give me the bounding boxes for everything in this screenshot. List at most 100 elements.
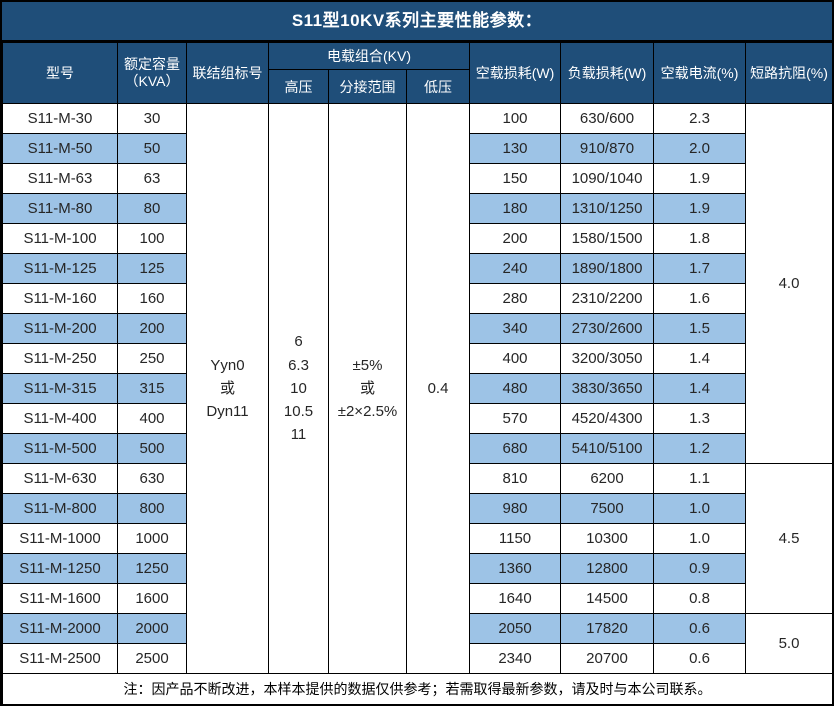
table-row: S11-M-315 315 480 3830/3650 1.4 <box>2 373 833 404</box>
no-load-loss-cell: 100 <box>469 103 562 134</box>
table-row: S11-M-2000 2000 2050 17820 0.6 5.0 <box>2 613 832 674</box>
load-loss-cell: 2730/2600 <box>560 313 655 344</box>
impedance-cell: 4.5 <box>745 463 832 614</box>
no-load-loss-cell: 810 <box>469 463 562 494</box>
capacity-cell: 30 <box>117 103 187 134</box>
capacity-cell: 2500 <box>117 643 187 674</box>
model-cell: S11-M-800 <box>2 493 118 524</box>
capacity-cell: 50 <box>117 133 187 164</box>
no-load-loss-cell: 1640 <box>469 583 562 614</box>
no-load-loss-cell: 340 <box>469 313 562 344</box>
model-cell: S11-M-500 <box>2 433 118 464</box>
no-load-loss-cell: 570 <box>469 403 562 434</box>
table-row: S11-M-1600 1600 1640 14500 0.8 <box>2 583 833 614</box>
model-cell: S11-M-400 <box>2 403 118 434</box>
col-header-no-load-current: 空载电流(%) <box>653 42 747 104</box>
lv-cell: 0.4 <box>405 103 471 674</box>
model-cell: S11-M-125 <box>2 253 118 284</box>
model-cell: S11-M-315 <box>2 373 118 404</box>
capacity-cell: 500 <box>117 433 187 464</box>
col-header-model: 型号 <box>2 42 118 104</box>
table-row: S11-M-125 125 240 1890/1800 1.7 <box>2 253 833 284</box>
model-cell: S11-M-2500 <box>2 643 118 674</box>
capacity-cell: 80 <box>117 193 187 224</box>
table-row: S11-M-1250 1250 1360 12800 0.9 <box>2 553 833 584</box>
table-row: S11-M-100 100 200 1580/1500 1.8 <box>2 223 833 254</box>
col-header-lv: 低压 <box>405 69 471 104</box>
no-load-loss-cell: 400 <box>469 343 562 374</box>
model-cell: S11-M-100 <box>2 223 118 254</box>
no-load-current-cell: 1.1 <box>653 463 747 494</box>
no-load-current-cell: 1.7 <box>653 253 747 284</box>
table-row: S11-M-500 500 680 5410/5100 1.2 <box>2 433 833 464</box>
load-loss-cell: 630/600 <box>560 103 655 134</box>
no-load-current-cell: 2.0 <box>653 133 747 164</box>
model-cell: S11-M-50 <box>2 133 118 164</box>
table-footer: 注：因产品不断改进，本样本提供的数据仅供参考；若需取得最新参数，请及时与本公司联… <box>2 673 832 704</box>
capacity-cell: 800 <box>117 493 187 524</box>
no-load-loss-cell: 680 <box>469 433 562 464</box>
no-load-current-cell: 0.8 <box>653 583 747 614</box>
no-load-current-cell: 1.0 <box>653 523 747 554</box>
no-load-current-cell: 1.4 <box>653 373 747 404</box>
load-loss-cell: 17820 <box>560 613 655 644</box>
model-cell: S11-M-250 <box>2 343 118 374</box>
col-header-tap-range: 分接范围 <box>328 69 407 104</box>
capacity-cell: 1250 <box>117 553 187 584</box>
no-load-current-cell: 1.6 <box>653 283 747 314</box>
no-load-loss-cell: 1150 <box>469 523 562 554</box>
load-loss-cell: 910/870 <box>560 133 655 164</box>
table-row: S11-M-630 630 810 6200 1.1 4.5 <box>2 463 832 614</box>
footer-row: 注：因产品不断改进，本样本提供的数据仅供参考；若需取得最新参数，请及时与本公司联… <box>2 673 832 704</box>
model-cell: S11-M-30 <box>2 103 118 134</box>
model-cell: S11-M-160 <box>2 283 118 314</box>
no-load-current-cell: 0.6 <box>653 643 747 674</box>
tap-range-cell: ±5% 或 ±2×2.5% <box>328 103 407 674</box>
header-row-main: 型号 额定容量 （KVA） 联结组标号 电载组合(KV) 空载损耗(W) 负载损… <box>2 42 832 104</box>
load-loss-cell: 14500 <box>560 583 655 614</box>
model-cell: S11-M-2000 <box>2 613 118 644</box>
no-load-loss-cell: 480 <box>469 373 562 404</box>
table-header: 型号 额定容量 （KVA） 联结组标号 电载组合(KV) 空载损耗(W) 负载损… <box>2 42 832 104</box>
capacity-cell: 315 <box>117 373 187 404</box>
model-cell: S11-M-1250 <box>2 553 118 584</box>
no-load-current-cell: 2.3 <box>653 103 747 134</box>
capacity-cell: 1000 <box>117 523 187 554</box>
load-loss-cell: 12800 <box>560 553 655 584</box>
model-cell: S11-M-63 <box>2 163 118 194</box>
table-row: S11-M-30 30 Yyn0 或 Dyn11 6 6.3 10 10.5 11 ±5… <box>2 103 832 674</box>
table-row: S11-M-2500 2500 2340 20700 0.6 <box>2 643 833 674</box>
table-body: S11-M-30 30 Yyn0 或 Dyn11 6 6.3 10 10.5 11 ±5… <box>2 103 833 674</box>
model-cell: S11-M-200 <box>2 313 118 344</box>
impedance-cell: 5.0 <box>745 613 832 674</box>
no-load-loss-cell: 1360 <box>469 553 562 584</box>
model-cell: S11-M-1000 <box>2 523 118 554</box>
load-loss-cell: 5410/5100 <box>560 433 655 464</box>
table-row: S11-M-80 80 180 1310/1250 1.9 <box>2 193 833 224</box>
capacity-cell: 400 <box>117 403 187 434</box>
col-header-impedance: 短路抗阻(%) <box>745 42 832 104</box>
load-loss-cell: 7500 <box>560 493 655 524</box>
table-row: S11-M-400 400 570 4520/4300 1.3 <box>2 403 833 434</box>
col-header-voltage-group: 电载组合(KV) <box>267 42 471 70</box>
table-row: S11-M-1000 1000 1150 10300 1.0 <box>2 523 833 554</box>
no-load-loss-cell: 280 <box>469 283 562 314</box>
no-load-loss-cell: 200 <box>469 223 562 254</box>
col-header-load-loss: 负载损耗(W) <box>560 42 655 104</box>
no-load-current-cell: 1.3 <box>653 403 747 434</box>
capacity-cell: 250 <box>117 343 187 374</box>
no-load-current-cell: 1.9 <box>653 163 747 194</box>
capacity-cell: 1600 <box>117 583 187 614</box>
load-loss-cell: 1890/1800 <box>560 253 655 284</box>
no-load-loss-cell: 980 <box>469 493 562 524</box>
col-header-hv: 高压 <box>268 69 329 104</box>
no-load-current-cell: 1.8 <box>653 223 747 254</box>
no-load-current-cell: 1.4 <box>653 343 747 374</box>
connection-cell: Yyn0 或 Dyn11 <box>186 103 269 674</box>
capacity-cell: 2000 <box>117 613 187 644</box>
hv-cell: 6 6.3 10 10.5 11 <box>268 103 329 674</box>
capacity-cell: 160 <box>117 283 187 314</box>
model-cell: S11-M-630 <box>2 463 118 494</box>
load-loss-cell: 6200 <box>560 463 655 494</box>
